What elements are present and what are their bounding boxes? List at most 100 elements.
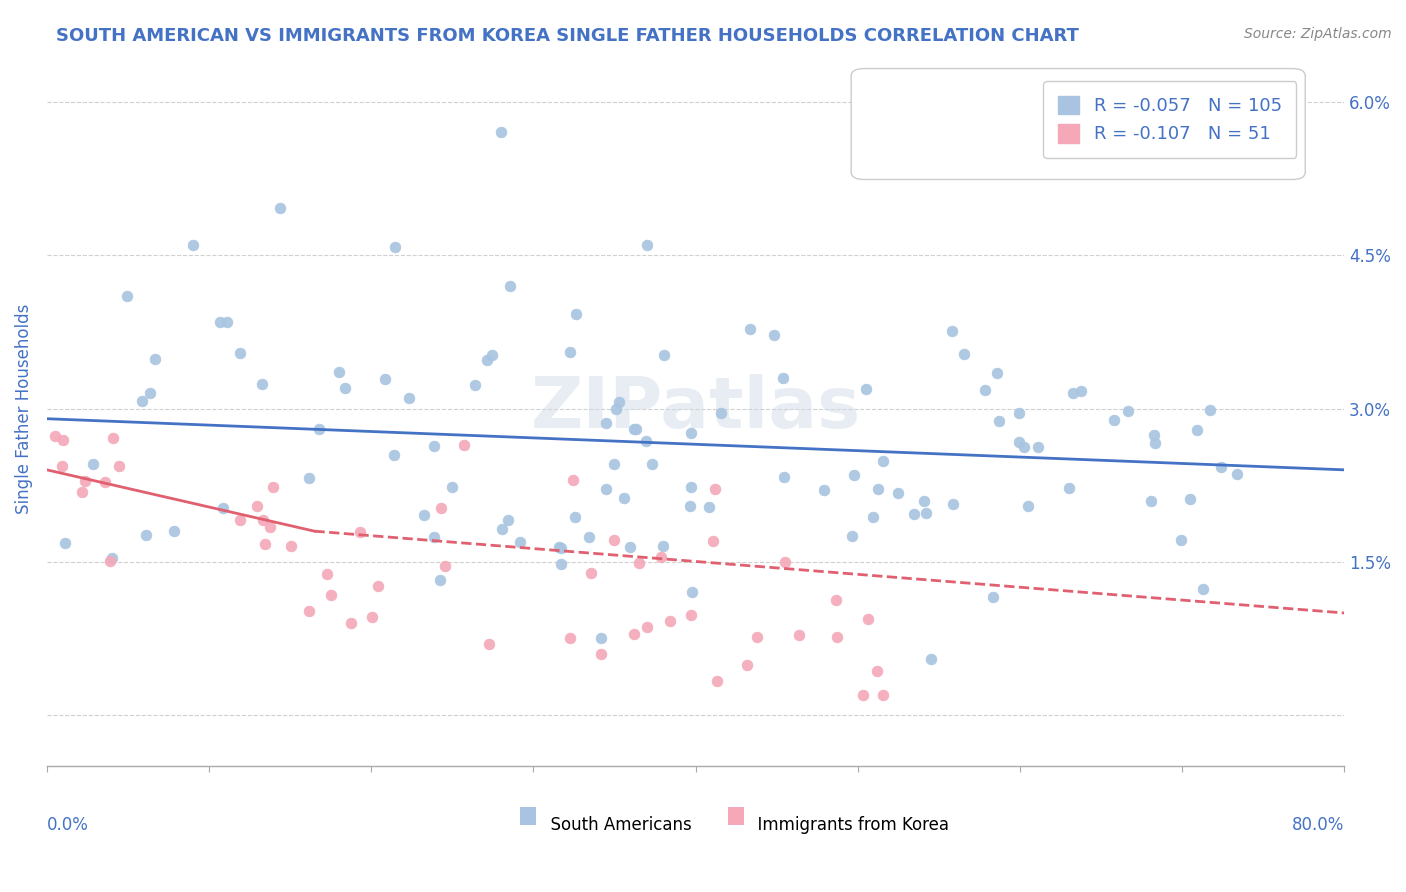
Point bbox=[252, 513, 274, 527]
Point bbox=[1143, 427, 1166, 442]
Point bbox=[697, 500, 720, 514]
Point bbox=[941, 324, 963, 338]
Point bbox=[603, 457, 626, 471]
Point bbox=[787, 628, 810, 642]
Point bbox=[181, 238, 204, 252]
Point bbox=[920, 652, 942, 666]
Text: South Americans: South Americans bbox=[540, 816, 692, 834]
Point bbox=[422, 439, 444, 453]
Point bbox=[623, 626, 645, 640]
Point bbox=[852, 688, 875, 702]
Point bbox=[578, 530, 600, 544]
Point bbox=[550, 558, 572, 572]
Point bbox=[1008, 435, 1031, 450]
Point bbox=[605, 402, 627, 417]
Point bbox=[367, 579, 389, 593]
Point bbox=[595, 416, 617, 430]
Point bbox=[464, 378, 486, 392]
Point bbox=[1143, 436, 1166, 450]
Point bbox=[591, 648, 613, 662]
Point bbox=[53, 536, 76, 550]
Point bbox=[316, 567, 339, 582]
Point bbox=[100, 554, 122, 568]
Point bbox=[912, 494, 935, 508]
Point bbox=[269, 202, 291, 216]
Point bbox=[82, 458, 104, 472]
Point bbox=[101, 551, 124, 566]
Point bbox=[624, 422, 647, 436]
Point bbox=[613, 491, 636, 505]
Point bbox=[1192, 582, 1215, 596]
Point bbox=[135, 528, 157, 542]
Point bbox=[496, 513, 519, 527]
Point bbox=[384, 240, 406, 254]
Point bbox=[422, 530, 444, 544]
Point bbox=[259, 520, 281, 534]
Point bbox=[855, 382, 877, 396]
Text: Immigrants from Korea: Immigrants from Korea bbox=[748, 816, 949, 834]
Point bbox=[441, 480, 464, 494]
Point bbox=[1070, 384, 1092, 398]
Point bbox=[842, 467, 865, 482]
Point bbox=[654, 348, 676, 362]
Point bbox=[595, 482, 617, 496]
Point bbox=[825, 593, 848, 607]
Point bbox=[321, 588, 343, 602]
Point bbox=[772, 371, 794, 385]
Point bbox=[773, 555, 796, 569]
Point bbox=[745, 630, 768, 644]
Point bbox=[361, 610, 384, 624]
Point bbox=[650, 550, 672, 565]
Point bbox=[44, 428, 66, 442]
Point bbox=[52, 433, 75, 447]
Point bbox=[163, 524, 186, 538]
Point bbox=[681, 585, 703, 599]
Point bbox=[1209, 460, 1232, 475]
Point bbox=[1008, 406, 1031, 420]
Point bbox=[212, 500, 235, 515]
Text: ZIPatlas: ZIPatlas bbox=[530, 374, 860, 443]
Point bbox=[547, 540, 569, 554]
Point bbox=[1012, 440, 1035, 454]
Point bbox=[108, 458, 131, 473]
Point bbox=[981, 591, 1004, 605]
Point bbox=[564, 509, 586, 524]
Point bbox=[603, 533, 626, 547]
Text: 0.0%: 0.0% bbox=[46, 816, 89, 834]
Point bbox=[825, 630, 848, 644]
Point bbox=[433, 558, 456, 573]
Point bbox=[374, 372, 396, 386]
Point bbox=[477, 637, 499, 651]
Point bbox=[607, 395, 630, 409]
Point bbox=[986, 367, 1008, 381]
Point bbox=[658, 614, 681, 628]
Point bbox=[131, 394, 153, 409]
Point bbox=[429, 573, 451, 587]
Point bbox=[872, 453, 894, 467]
Point bbox=[298, 471, 321, 485]
Point bbox=[491, 522, 513, 536]
Point bbox=[813, 483, 835, 498]
Point bbox=[841, 529, 863, 543]
Point bbox=[679, 480, 702, 494]
Point bbox=[681, 426, 703, 441]
Point bbox=[702, 534, 724, 549]
Point bbox=[623, 422, 645, 436]
Point bbox=[652, 539, 675, 553]
Point bbox=[872, 688, 894, 702]
Point bbox=[641, 457, 664, 471]
Point bbox=[262, 479, 284, 493]
Point bbox=[335, 381, 357, 395]
Point bbox=[903, 507, 925, 521]
Point bbox=[481, 348, 503, 362]
Point bbox=[988, 413, 1011, 427]
Point bbox=[489, 126, 512, 140]
Point bbox=[636, 238, 658, 252]
Point bbox=[565, 307, 588, 321]
Point bbox=[679, 608, 702, 623]
Point bbox=[636, 620, 658, 634]
Point bbox=[73, 474, 96, 488]
Text: Source: ZipAtlas.com: Source: ZipAtlas.com bbox=[1244, 27, 1392, 41]
Point bbox=[101, 431, 124, 445]
Point bbox=[704, 482, 727, 496]
